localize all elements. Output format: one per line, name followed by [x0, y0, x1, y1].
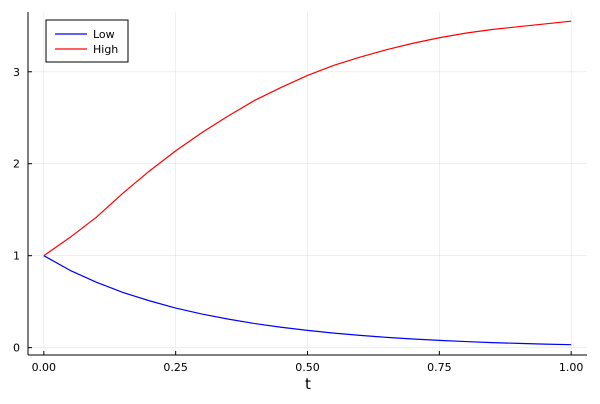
x-axis-label: t [305, 375, 311, 393]
legend-label-low: Low [93, 28, 115, 41]
series-line-low [43, 255, 572, 346]
legend-label-high: High [93, 43, 118, 56]
series-lines [43, 20, 572, 346]
x-tick-label: 1.00 [559, 361, 584, 374]
y-tick-label: 1 [13, 250, 20, 263]
y-tick-label: 2 [13, 158, 20, 171]
legend-box [45, 19, 129, 63]
grid [28, 12, 587, 355]
series-line-high [43, 20, 572, 257]
axis-ticks: 0.00 0.25 0.50 0.75 1.00 0 1 2 3 [13, 66, 583, 374]
x-tick-label: 0.00 [32, 361, 57, 374]
y-tick-label: 3 [13, 66, 20, 79]
x-tick-label: 0.25 [163, 361, 188, 374]
x-tick-label: 0.75 [427, 361, 452, 374]
y-tick-label: 0 [13, 342, 20, 355]
x-tick-label: 0.50 [295, 361, 320, 374]
legend: Low High [45, 19, 129, 63]
